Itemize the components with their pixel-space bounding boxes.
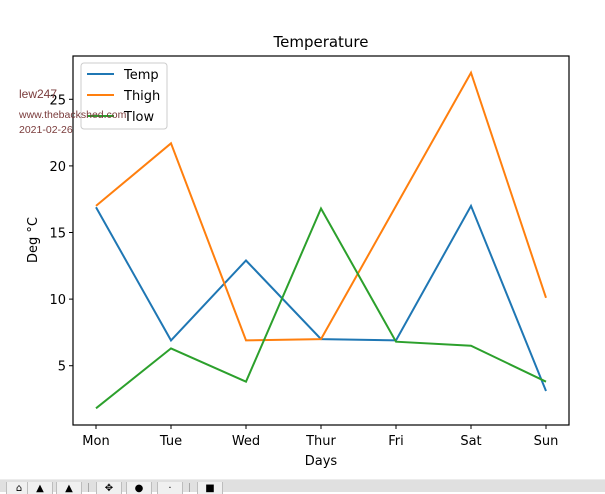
x-tick-label: Sun [534, 434, 559, 449]
y-tick-label: 5 [58, 360, 66, 375]
x-tick-label: Mon [82, 434, 109, 449]
back-button[interactable]: ▲ [27, 482, 53, 494]
y-tick-label: 10 [49, 293, 66, 308]
legend: Temp Thigh Tlow [80, 62, 168, 130]
x-tick-label: Tue [159, 434, 182, 449]
x-axis-label: Days [305, 454, 338, 469]
pan-button[interactable]: ✥ [96, 482, 122, 494]
chart-title: Temperature [272, 33, 368, 51]
save-icon: ■ [205, 483, 215, 494]
x-tick-label: Wed [232, 434, 260, 449]
y-tick-label: 15 [49, 227, 66, 242]
series-line-temp [95, 203, 547, 392]
navigation-toolbar: ⌂ ▲ ▲ ✥ ● · ■ [0, 479, 605, 494]
plot-area: Mon Tue Wed Thur Fri Sat Sun 5 10 15 20 25 [49, 55, 570, 449]
pan-icon: ✥ [104, 483, 114, 494]
x-tick-label: Sat [460, 434, 481, 449]
forward-button[interactable]: ▲ [56, 482, 82, 494]
x-tick-label: Fri [388, 434, 404, 449]
series-line-thigh [95, 70, 547, 342]
home-icon: ⌂ [15, 483, 23, 494]
back-icon: ▲ [36, 483, 44, 494]
legend-label-thigh: Thigh [123, 89, 160, 104]
legend-label-temp: Temp [123, 68, 159, 83]
x-tick-label: Thur [305, 434, 336, 449]
y-tick-label: 20 [49, 160, 66, 175]
configure-icon: · [168, 483, 172, 494]
save-button[interactable]: ■ [197, 482, 223, 494]
forward-icon: ▲ [65, 483, 73, 494]
series-line-tlow [95, 206, 547, 410]
legend-label-tlow: Tlow [123, 110, 155, 125]
configure-button[interactable]: · [157, 482, 183, 494]
y-axis-label: Deg °C [26, 217, 41, 263]
y-tick-label: 25 [49, 93, 66, 108]
zoom-button[interactable]: ● [126, 482, 152, 494]
legend-box [80, 62, 168, 130]
zoom-icon: ● [134, 483, 144, 494]
